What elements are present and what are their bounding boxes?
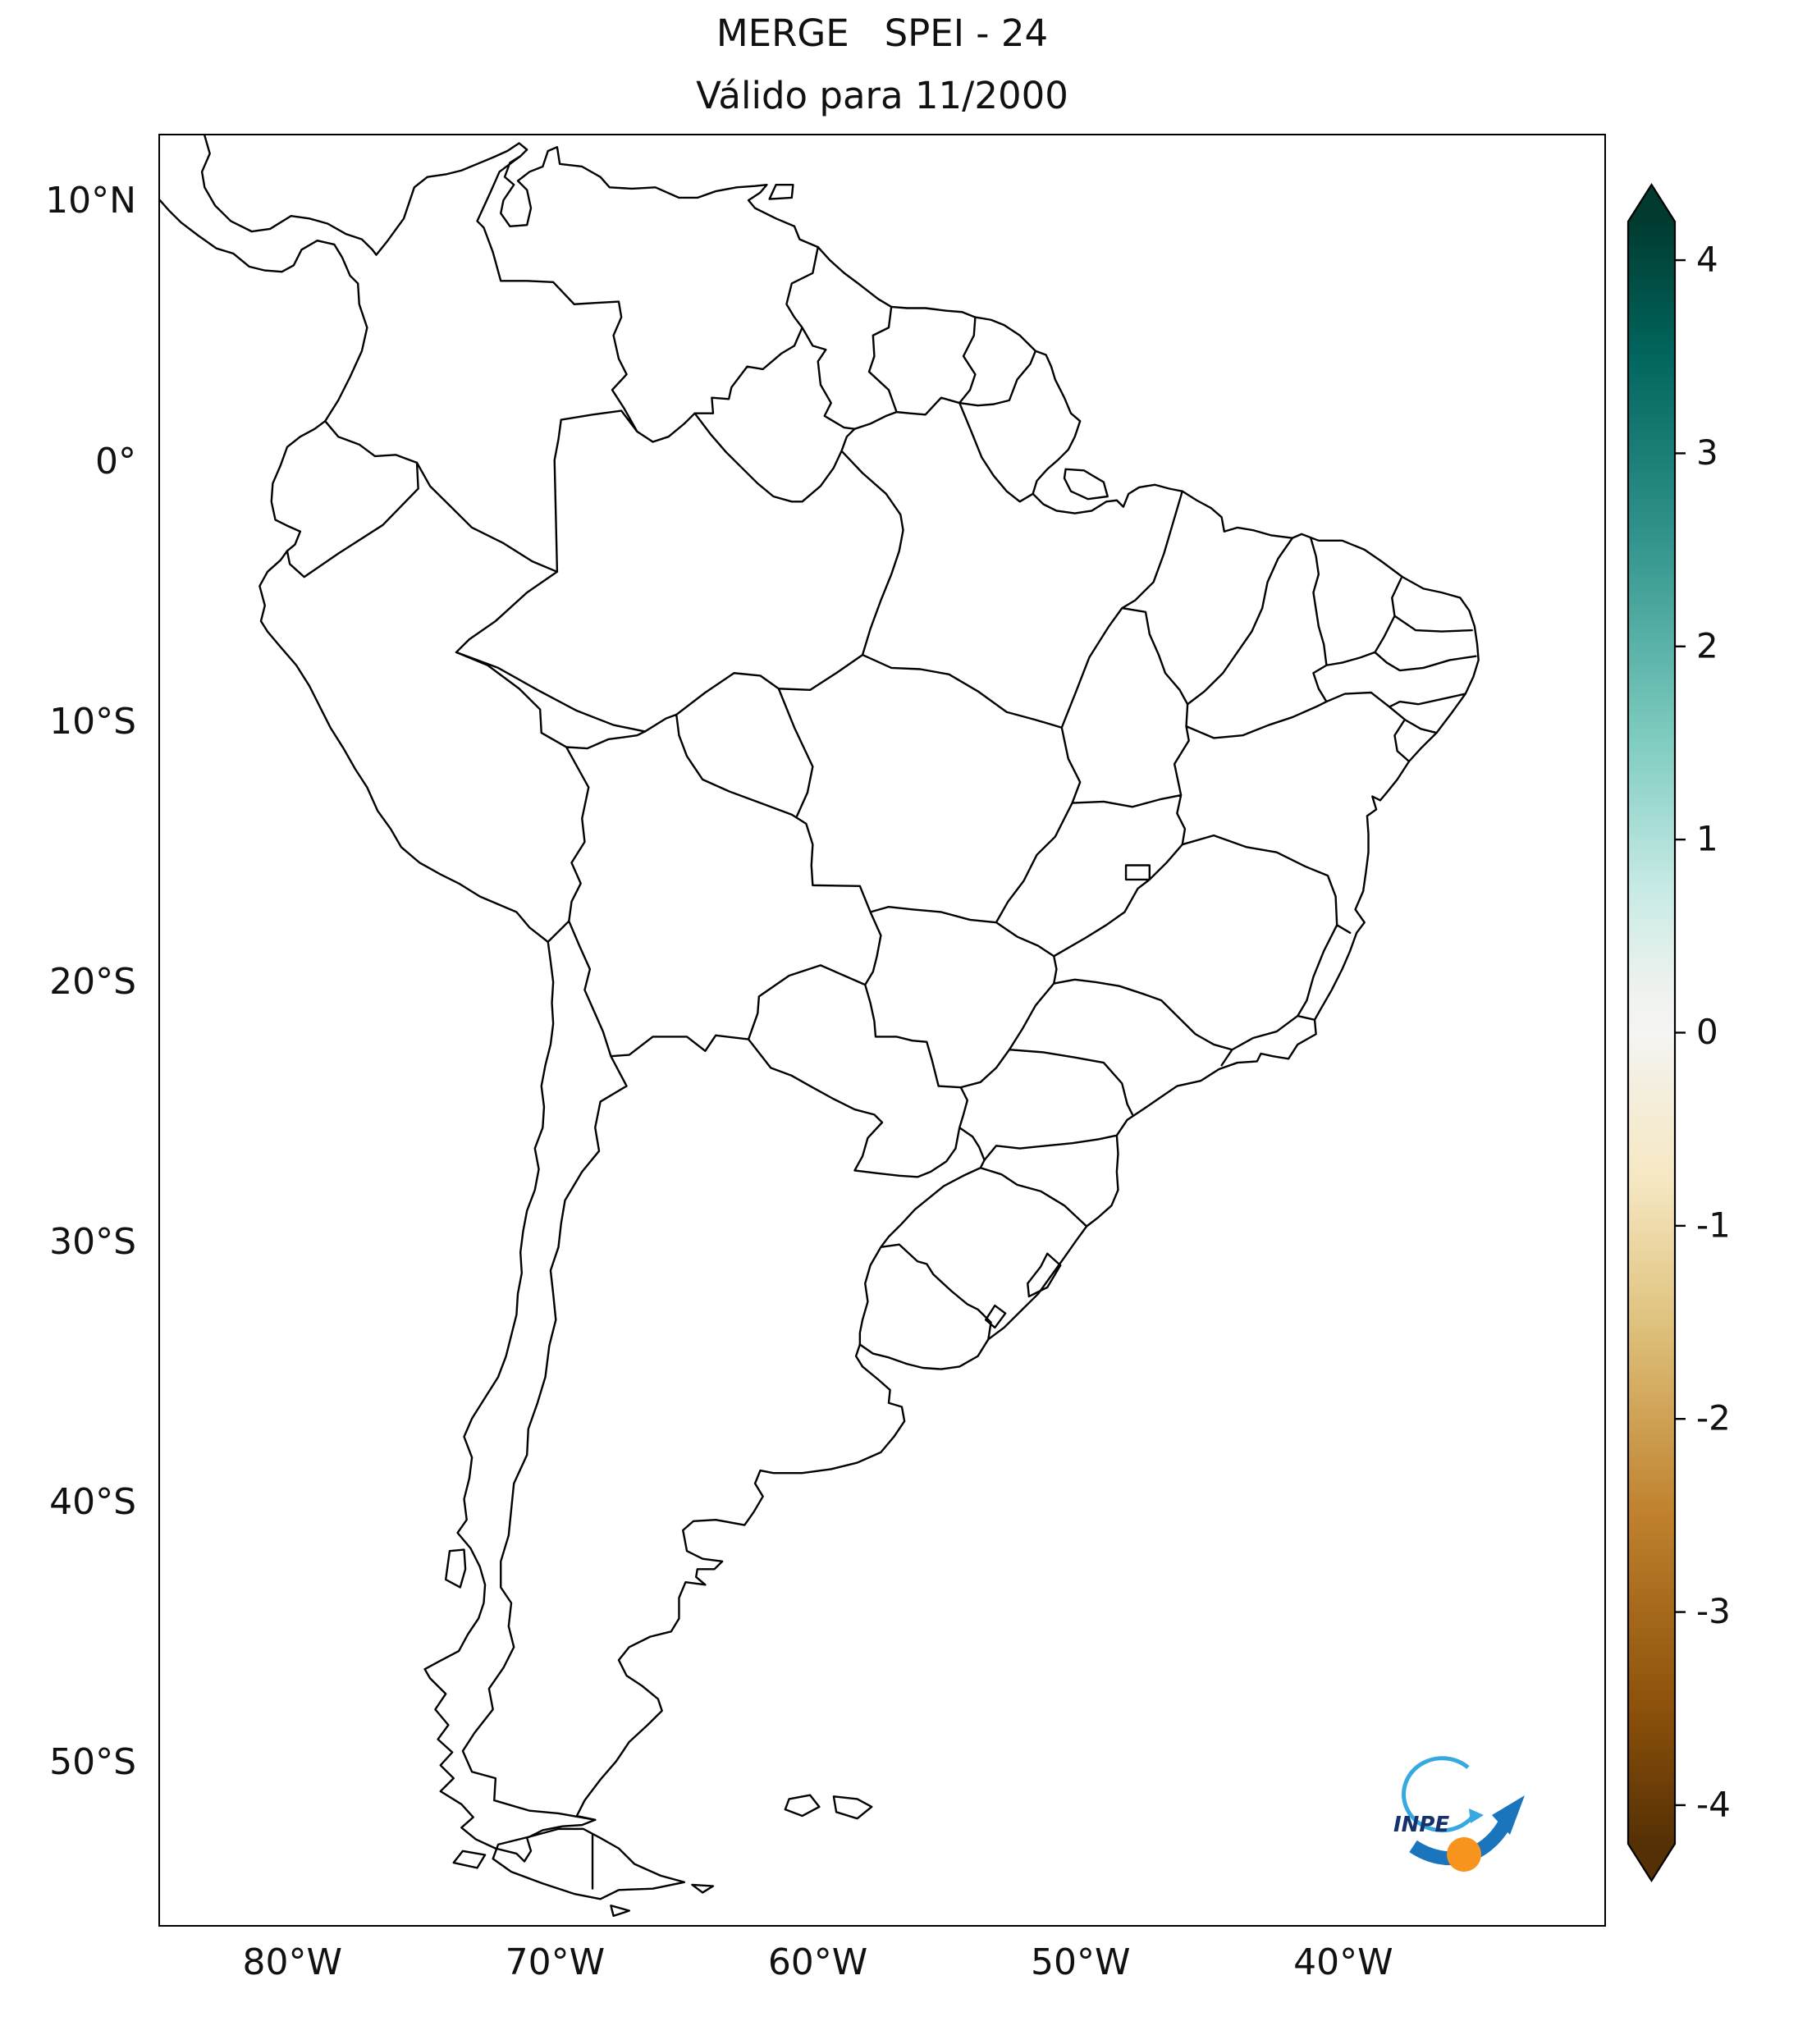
- inpe-logo-text: INPE: [1393, 1813, 1449, 1837]
- inpe-logo: INPE: [1393, 1756, 1525, 1872]
- x-tick-label: 40°W: [1293, 1941, 1393, 1983]
- colorbar-tick-label: 4: [1696, 240, 1718, 280]
- colorbar-tick-label: 2: [1696, 625, 1718, 665]
- colorbar: 4 3 2 1 0 -1 -2 -3 -4: [1626, 182, 1731, 1883]
- x-tick-label: 50°W: [1030, 1941, 1131, 1983]
- colorbar-tick-label: -3: [1696, 1591, 1731, 1631]
- colorbar-tick-label: -4: [1696, 1784, 1731, 1824]
- y-tick-label: 10°S: [49, 700, 136, 743]
- y-tick-label: 10°N: [45, 180, 136, 222]
- country-borders-path: [287, 156, 1036, 1888]
- inpe-logo-sphere: [1447, 1837, 1481, 1872]
- y-tick-label: 40°S: [49, 1481, 136, 1524]
- chart-subtitle: Válido para 11/2000: [696, 74, 1068, 117]
- chart-title: MERGE SPEI - 24: [716, 11, 1049, 55]
- state-borders-path: [456, 403, 1476, 1226]
- colorbar-ticks: 4 3 2 1 0 -1 -2 -3 -4: [1675, 240, 1731, 1824]
- y-tick-label: 50°S: [49, 1741, 136, 1784]
- map-axes-frame: [158, 134, 1606, 1927]
- colorbar-tick-label: 1: [1696, 819, 1718, 859]
- colorbar-tick-label: 0: [1696, 1012, 1718, 1052]
- colorbar-tick-label: -1: [1696, 1205, 1731, 1245]
- colorbar-tick-label: -2: [1696, 1398, 1731, 1438]
- y-tick-label: 0°: [95, 440, 136, 482]
- x-tick-label: 60°W: [767, 1941, 868, 1983]
- y-tick-label: 30°S: [49, 1220, 136, 1263]
- islands-path: [446, 185, 1108, 1916]
- x-tick-label: 70°W: [505, 1941, 606, 1983]
- inpe-logo-orbit-icon: [1402, 1756, 1525, 1872]
- y-tick-label: 20°S: [49, 960, 136, 1003]
- y-axis-tick-labels: 10°N 0° 10°S 20°S 30°S 40°S 50°S: [0, 0, 143, 2044]
- colorbar-tick-label: 3: [1696, 432, 1718, 473]
- coastline-path: [160, 135, 1479, 1861]
- colorbar-bar: [1626, 182, 1677, 1883]
- x-tick-label: 80°W: [242, 1941, 343, 1983]
- map-canvas: [160, 135, 1604, 1925]
